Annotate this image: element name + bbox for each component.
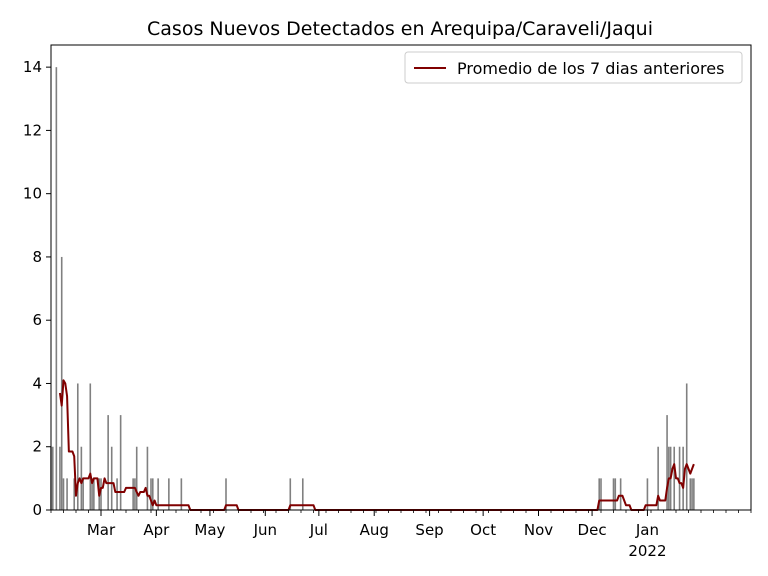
bar [110, 446, 113, 510]
bar [59, 446, 61, 510]
bar [691, 478, 693, 510]
x-tick-label: May [194, 521, 225, 539]
bar [107, 415, 109, 510]
bar [600, 478, 602, 510]
x-tick-label: Dec [578, 521, 607, 539]
bar [60, 256, 63, 510]
x-tick-label: Nov [524, 521, 553, 539]
bar [150, 478, 152, 510]
bar [657, 446, 659, 510]
average-line-series [58, 379, 695, 511]
bar [91, 478, 93, 510]
bar [116, 478, 118, 510]
y-tick-label: 14 [23, 58, 42, 76]
bar [132, 478, 134, 510]
bar [689, 478, 692, 510]
bar [66, 478, 68, 510]
bar [598, 478, 601, 510]
bar [76, 383, 79, 510]
y-tick-label: 4 [32, 374, 42, 392]
chart-title: Casos Nuevos Detectados en Arequipa/Cara… [147, 18, 653, 40]
bar [693, 478, 695, 510]
bar [51, 446, 54, 510]
bar [612, 478, 615, 510]
bar [678, 446, 681, 510]
bar [93, 478, 95, 510]
bar [146, 446, 149, 510]
bar [80, 446, 83, 510]
x-tick-label: Oct [470, 521, 496, 539]
y-tick-label: 10 [23, 185, 42, 203]
bar [89, 383, 92, 510]
bar [646, 478, 649, 510]
y-tick-label: 6 [32, 311, 42, 329]
x-tick-label: Mar [87, 521, 116, 539]
y-tick-label: 0 [32, 501, 42, 519]
x-tick-label: Jul [309, 521, 328, 539]
average-line [58, 379, 695, 511]
bar [614, 478, 617, 510]
bar-series [50, 67, 695, 511]
bar [55, 67, 58, 511]
bar [666, 415, 668, 510]
bar [301, 478, 304, 510]
x-tick-sublabel: 2022 [628, 542, 666, 560]
y-tick-label: 2 [32, 438, 42, 456]
legend: Promedio de los 7 dias anteriores [404, 51, 743, 84]
plot-frame [50, 44, 752, 511]
x-tick-label: Sep [415, 521, 443, 539]
bar [180, 478, 183, 510]
y-axis: 0 2 4 6 8 10 12 14 [23, 58, 51, 519]
x-tick-label: Apr [143, 521, 170, 539]
bar [82, 478, 84, 510]
bar [100, 478, 102, 510]
bar [168, 478, 170, 510]
bar [619, 478, 622, 510]
x-tick-label: Aug [360, 521, 389, 539]
bar [225, 478, 227, 510]
x-axis: Mar Apr May Jun Jul Aug Sep Oct Nov Dec Jan 2022 [50, 510, 752, 560]
bar [62, 478, 65, 510]
x-tick-label: Jan [635, 521, 659, 539]
y-tick-label: 8 [32, 248, 42, 266]
y-tick-label: 12 [23, 121, 42, 139]
bar [673, 446, 676, 510]
bar [157, 478, 159, 510]
x-tick-label: Jun [253, 521, 277, 539]
bar [119, 415, 122, 510]
bar [289, 478, 292, 510]
bar [135, 446, 138, 510]
bar [151, 478, 154, 510]
bar [685, 383, 688, 510]
legend-box [404, 51, 743, 84]
bar [73, 478, 76, 510]
legend-label: Promedio de los 7 dias anteriores [457, 59, 724, 78]
bar [134, 478, 136, 510]
